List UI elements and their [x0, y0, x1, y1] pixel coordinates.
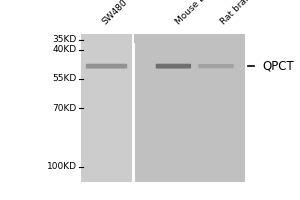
- Text: Rat brain: Rat brain: [219, 0, 254, 27]
- Text: 100KD: 100KD: [46, 162, 76, 171]
- Text: 40KD: 40KD: [52, 45, 76, 54]
- Bar: [134, 34, 244, 182]
- Text: SW480: SW480: [100, 0, 129, 27]
- FancyBboxPatch shape: [198, 64, 234, 68]
- FancyBboxPatch shape: [86, 64, 127, 69]
- Text: Mouse brain: Mouse brain: [174, 0, 219, 27]
- Text: 35KD: 35KD: [52, 35, 76, 44]
- Text: 70KD: 70KD: [52, 104, 76, 113]
- Text: 55KD: 55KD: [52, 74, 76, 83]
- Text: QPCT: QPCT: [262, 60, 294, 73]
- Bar: [81, 34, 132, 182]
- FancyBboxPatch shape: [156, 64, 191, 69]
